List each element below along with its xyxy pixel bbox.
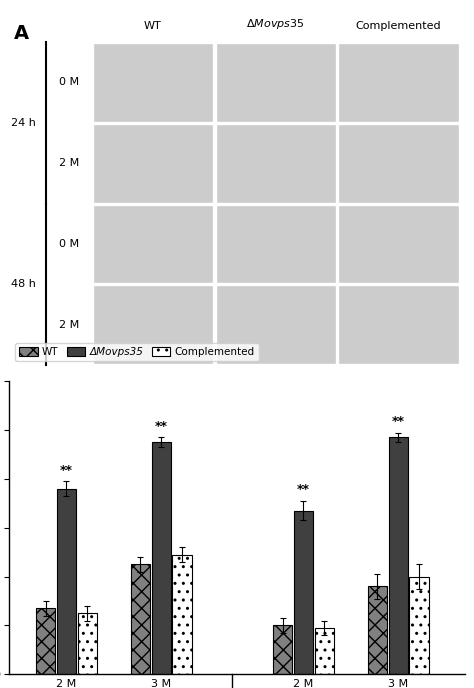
Bar [78, 613, 97, 674]
Bar [338, 124, 459, 202]
Bar [93, 286, 213, 364]
Text: **: ** [297, 483, 310, 496]
Bar [273, 625, 292, 674]
Bar [36, 608, 55, 674]
Bar [57, 488, 76, 674]
Bar [315, 628, 334, 674]
Bar [216, 286, 336, 364]
Text: **: ** [392, 415, 405, 428]
Bar [368, 586, 387, 674]
Text: 2 M: 2 M [58, 320, 79, 330]
Text: $\it{\Delta Movps35}$: $\it{\Delta Movps35}$ [246, 17, 305, 32]
Bar [216, 204, 336, 283]
Bar [338, 204, 459, 283]
Bar [338, 43, 459, 122]
Bar [131, 564, 150, 674]
Text: 2 M: 2 M [58, 158, 79, 168]
Text: **: ** [60, 464, 73, 477]
Legend: WT, ΔMovps35, Complemented: WT, ΔMovps35, Complemented [15, 343, 259, 361]
Text: A: A [14, 24, 29, 43]
Bar [294, 510, 313, 674]
Bar [216, 43, 336, 122]
Bar [152, 442, 171, 674]
Text: Complemented: Complemented [356, 21, 441, 32]
Bar [93, 43, 213, 122]
Text: 24 h: 24 h [11, 118, 36, 128]
Bar [410, 577, 428, 674]
Bar [93, 204, 213, 283]
Bar [93, 124, 213, 202]
Bar [389, 438, 408, 674]
Text: 48 h: 48 h [11, 279, 36, 290]
Text: 0 M: 0 M [59, 239, 79, 249]
Bar [173, 555, 191, 674]
Bar [338, 286, 459, 364]
Text: 0 M: 0 M [59, 77, 79, 87]
Text: WT: WT [144, 21, 162, 32]
Text: **: ** [155, 420, 168, 433]
Bar [216, 124, 336, 202]
